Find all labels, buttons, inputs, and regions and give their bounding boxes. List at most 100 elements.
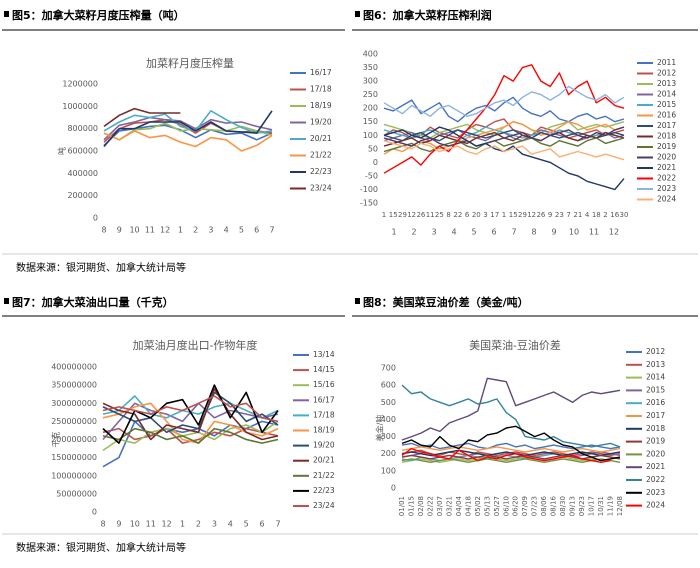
x-tick-label: 05/13 [483,496,491,516]
y-tick-label: 100 [381,466,396,475]
series-line [383,137,625,153]
y-tick-label: 50 [368,144,378,153]
bullet [4,11,9,17]
x-tick-label: 9 [116,520,121,529]
series-line [102,395,279,423]
x-tick-label: 12 [527,211,536,219]
x-tick-label: 03/07 [436,496,444,516]
x-tick-label: 5 [244,520,249,529]
x-tick-label: 23 [555,211,564,219]
x-group-label: 11 [589,228,599,237]
y-tick-label: 1000000 [62,102,98,111]
x-tick-label: 05/27 [493,496,501,516]
x-tick-label: 11/19 [607,496,615,516]
bullet [355,11,360,17]
y-tick-label: -150 [360,199,378,208]
x-group-label: 2 [411,228,416,237]
x-tick-label: 7 [566,211,570,219]
x-tick-label: 8 [446,211,450,219]
x-tick-label: 2 [193,226,198,235]
x-tick-label: 11 [426,211,435,219]
legend-label: 2020 [646,449,665,458]
legend-label: 19/20 [310,118,332,127]
source: 数据来源：银河期货、加拿大统计局等 [16,541,186,554]
series-line [102,420,279,452]
y-axis-label: 吨 [57,147,67,155]
x-tick-label: 01/15 [407,496,415,516]
y-tick-label: 0 [391,484,396,493]
series-line [383,129,625,142]
x-tick-label: 08/30 [559,496,567,516]
series-line [383,118,625,139]
bullet [4,298,9,304]
x-tick-label: 15 [509,211,518,219]
x-tick-label: 18 [592,211,601,219]
x-tick-label: 16 [610,211,619,219]
series-line [102,391,279,434]
legend-label: 14/15 [313,365,335,374]
y-tick-label: 400000 [67,169,98,178]
x-tick-label: 9 [117,226,122,235]
x-tick-label: 3 [483,211,487,219]
legend-label: 2021 [646,462,665,471]
y-tick-label: 500 [381,398,396,407]
x-tick-label: 6 [254,226,259,235]
y-tick-label: 350000000 [51,381,97,390]
legend-label: 16/17 [310,68,332,77]
y-tick-label: 200 [363,104,378,113]
y-tick-label: 1200000 [62,80,98,89]
series-line [401,449,621,457]
x-tick-label: 22 [453,211,462,219]
source: 数据来源：银河期货、加拿大统计局等 [16,261,186,274]
x-tick-label: 17 [490,211,499,219]
legend-label: 2016 [646,398,665,407]
series-line [401,447,611,463]
series-line [401,458,621,463]
x-tick-label: 3 [208,226,213,235]
y-tick-label: 100 [363,131,378,140]
x-tick-label: 12 [162,520,172,529]
y-tick-label: 100000000 [51,471,97,480]
legend-label: 2017 [646,411,665,420]
x-tick-label: 1 [178,226,183,235]
x-tick-label: 7 [275,520,280,529]
y-tick-label: -100 [360,185,378,194]
legend-label: 21/22 [313,471,335,480]
legend-label: 2019 [646,437,665,446]
x-tick-label: 2 [196,520,201,529]
series-line [103,110,273,148]
chart-title: 加菜籽月度压榨量 [146,56,234,70]
series-line [103,107,181,128]
y-tick-label: 200 [381,449,396,458]
series-line [383,64,625,174]
x-tick-label: 06/10 [502,496,510,516]
y-tick-label: 350 [363,63,378,72]
legend-label: 2014 [657,90,676,99]
legend-label: 17/18 [313,410,335,419]
x-tick-label: 1 [382,211,386,219]
series-line [401,377,621,441]
legend-label: 13/14 [313,350,335,359]
legend-label: 20/21 [313,456,335,465]
legend-label: 15/16 [313,380,335,389]
legend-label: 20/21 [310,134,332,143]
legend-label: 2014 [646,373,665,382]
y-tick-label: 0 [93,214,98,223]
series-line [102,388,279,441]
x-tick-label: 08/06 [540,495,548,516]
series-line [383,126,625,191]
legend-label: 17/18 [310,85,332,94]
legend-label: 2022 [646,475,665,484]
y-tick-label: 700 [381,364,396,373]
x-tick-label: 06/20 [512,496,520,516]
y-axis-label: 千克 [51,432,61,448]
y-tick-label: 400 [381,415,396,424]
series-line [383,140,625,161]
x-group-label: 12 [609,228,619,237]
x-tick-label: 2 [603,211,607,219]
x-group-label: 9 [551,228,556,237]
x-tick-label: 02/22 [426,496,434,516]
figure-title: 图7：加拿大菜油出口量（千克） [12,295,174,309]
